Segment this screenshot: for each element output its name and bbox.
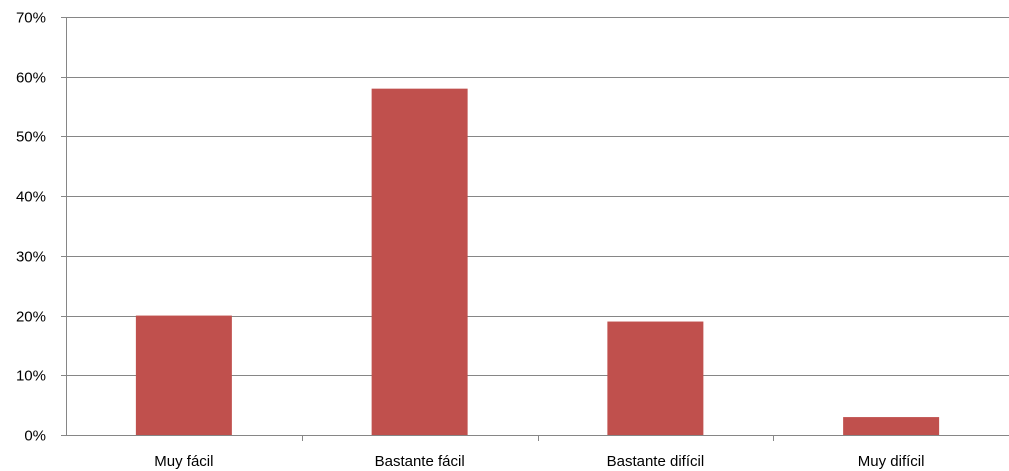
y-tick-label: 0% (24, 428, 46, 445)
x-axis-category-labels: Muy fácil Bastante fácil Bastante difícil M… (154, 453, 924, 470)
y-tick-label: 60% (16, 70, 46, 87)
bar-2 (607, 321, 704, 435)
bar-0 (135, 315, 232, 435)
x-category-label: Bastante difícil (607, 453, 705, 470)
y-tick-label: 40% (16, 189, 46, 206)
bar-1 (371, 88, 468, 436)
bars (135, 88, 940, 436)
y-tick-label: 30% (16, 249, 46, 266)
y-tick-label: 70% (16, 10, 46, 27)
x-category-label: Muy difícil (858, 453, 925, 470)
y-axis-tick-labels: 0% 10% 20% 30% 40% 50% 60% 70% (16, 10, 66, 445)
bar-3 (843, 417, 940, 435)
x-category-label: Bastante fácil (375, 453, 465, 470)
y-tick-label: 50% (16, 129, 46, 146)
y-tick-label: 10% (16, 368, 46, 385)
x-category-label: Muy fácil (154, 453, 213, 470)
y-tick-label: 20% (16, 309, 46, 326)
axes (66, 17, 1009, 441)
